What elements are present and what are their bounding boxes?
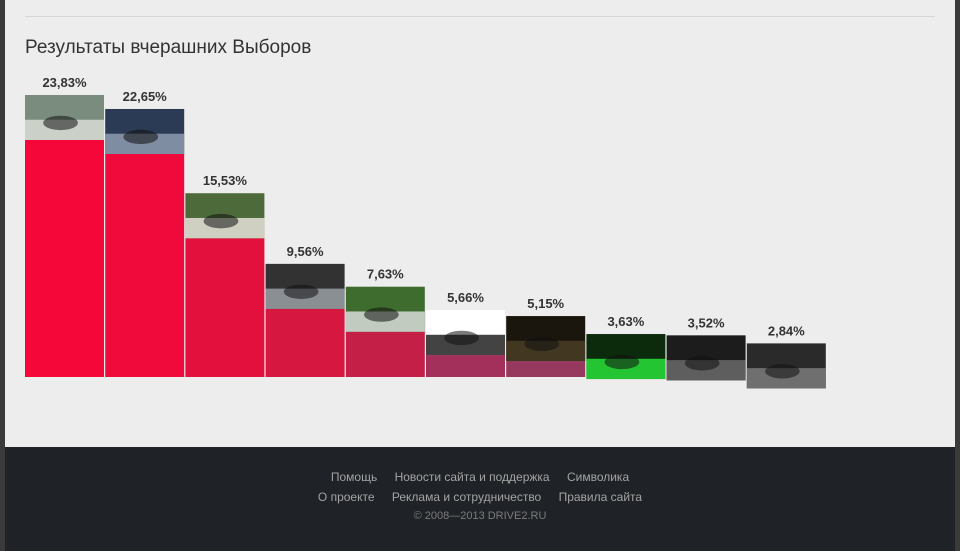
footer-link-about[interactable]: О проекте xyxy=(317,490,375,504)
girl-with-car-photo[interactable] xyxy=(265,263,345,309)
footer-link-symbols[interactable]: Символика xyxy=(566,470,630,484)
bar-4[interactable] xyxy=(265,308,345,377)
bar-group-7: 5,15% xyxy=(506,296,586,377)
bar-2[interactable] xyxy=(105,153,185,377)
bar-7[interactable] xyxy=(506,361,586,377)
bar-3[interactable] xyxy=(185,238,265,377)
bar-label-3: 15,53% xyxy=(203,173,248,188)
car-headlight-photo[interactable] xyxy=(746,343,826,389)
green-lit-room-photo[interactable] xyxy=(586,334,666,380)
bar-group-5: 7,63% xyxy=(345,267,425,377)
white-sedan-photo[interactable] xyxy=(345,286,425,332)
bar-group-1: 23,83% xyxy=(25,75,104,377)
footer-link-ads[interactable]: Реклама и сотрудничество xyxy=(391,490,542,504)
footer-link-news[interactable]: Новости сайта и поддержка xyxy=(394,470,550,484)
bar-chart: 23,83% 22,65% 15,53% 9,56% 7,63% 5,66% 5,15% 3,… xyxy=(25,75,826,389)
bar-label-1: 23,83% xyxy=(42,75,87,90)
bar-label-4: 9,56% xyxy=(287,244,324,259)
bar-label-2: 22,65% xyxy=(123,89,168,104)
bar-1[interactable] xyxy=(25,140,104,377)
blue-car-on-road-photo[interactable] xyxy=(105,108,185,154)
bar-label-7: 5,15% xyxy=(527,296,564,311)
bar-label-6: 5,66% xyxy=(447,290,484,305)
footer-row-1: Помощь Новости сайта и поддержка Символи… xyxy=(5,470,955,484)
black-car-in-parking-photo[interactable] xyxy=(185,193,265,239)
car-front-photo[interactable] xyxy=(666,335,746,381)
bar-group-8: 3,63% xyxy=(586,314,666,380)
bar-group-2: 22,65% xyxy=(105,89,185,377)
bar-5[interactable] xyxy=(345,331,425,377)
bar-6[interactable] xyxy=(426,355,505,377)
bar-group-10: 2,84% xyxy=(746,323,826,389)
footer-row-2: О проекте Реклама и сотрудничество Прави… xyxy=(5,490,955,504)
bar-group-9: 3,52% xyxy=(666,315,746,381)
footer: Помощь Новости сайта и поддержка Символи… xyxy=(5,447,955,551)
car-at-night-photo[interactable] xyxy=(506,316,586,362)
bar-label-8: 3,63% xyxy=(607,314,644,329)
bar-label-10: 2,84% xyxy=(768,323,805,338)
footer-link-rules[interactable]: Правила сайта xyxy=(558,490,643,504)
copyright: © 2008—2013 DRIVE2.RU xyxy=(413,510,547,522)
top-divider xyxy=(25,16,935,17)
bar-group-3: 15,53% xyxy=(185,173,265,377)
footer-link-help[interactable]: Помощь xyxy=(330,470,378,484)
page-frame: Результаты вчерашних Выборов 23,83% 22,65… xyxy=(5,0,955,551)
content-area: Результаты вчерашних Выборов 23,83% 22,65… xyxy=(5,0,955,447)
black-minivan-photo[interactable] xyxy=(426,310,505,356)
bar-label-9: 3,52% xyxy=(688,315,725,330)
chart-title: Результаты вчерашних Выборов xyxy=(25,37,312,58)
bar-group-4: 9,56% xyxy=(265,244,345,377)
bar-label-5: 7,63% xyxy=(367,267,404,282)
car-in-water-photo[interactable] xyxy=(25,95,104,140)
bar-group-6: 5,66% xyxy=(426,290,505,377)
